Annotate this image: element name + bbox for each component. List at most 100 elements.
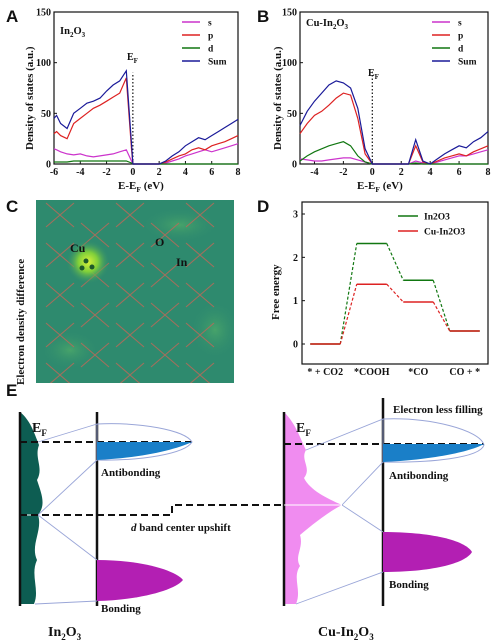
panel-b: B -4 -2 0 2 4 6 8 0 50 100 150 Cu-In2O3 EF Density…: [257, 7, 491, 194]
legend-label: Sum: [458, 58, 477, 68]
x-tick-label: 8: [236, 167, 241, 178]
x-tick-label: 2: [399, 167, 404, 178]
electron-less-label: Electron less filling: [393, 404, 483, 416]
y-tick-label: 150: [282, 8, 297, 19]
y-tick-label: 2: [293, 253, 298, 264]
ylabel-c: Electron density difference: [15, 259, 27, 385]
ef-label-b: EF: [368, 68, 379, 81]
ylabel-d: Free energy: [270, 264, 282, 320]
legend-label: s: [208, 19, 212, 29]
atom-label-o: O: [155, 235, 164, 249]
y-tick-label: 150: [36, 8, 51, 19]
x-tick-label: 8: [486, 167, 491, 178]
atom-label-cu: Cu: [70, 241, 86, 255]
ef-label-e-right: EF: [296, 421, 311, 438]
panel-a: A -6 -4 -2 0 2 4 6 8 0 50 100 150 In2O3 EF Density …: [6, 7, 241, 194]
panel-e: E EF Antibonding Bonding In2O3 d band ce…: [6, 381, 485, 641]
x-tick-label: -2: [339, 167, 347, 178]
legend-label: Cu-In2O3: [424, 228, 465, 238]
dos-left-teal: [20, 412, 43, 604]
energy-connector: [339, 284, 358, 345]
legend-label: In2O3: [424, 213, 450, 223]
y-tick-label: 100: [36, 58, 51, 69]
xlabel-b: E-EF (eV): [357, 180, 403, 194]
legend-a: spd Sum: [182, 19, 227, 68]
ef-label-a: EF: [127, 52, 138, 65]
x-tick-label: 4: [428, 167, 433, 178]
y-tick-label: 50: [41, 109, 51, 120]
x-tick-label: 2: [157, 167, 162, 178]
plot-frame-d: [301, 201, 489, 365]
atom-label-in: In: [176, 255, 188, 269]
legend-label: d: [208, 45, 214, 55]
y-tick-label: 0: [292, 160, 297, 171]
panel-letter-b: B: [257, 7, 269, 26]
antibonding-label-right: Antibonding: [389, 470, 449, 482]
x-tick-label: 6: [457, 167, 462, 178]
legend-b: spd Sum: [432, 19, 477, 68]
legend-label: p: [208, 32, 213, 42]
bonding-label-left: Bonding: [101, 603, 141, 615]
legend-label: s: [458, 19, 462, 29]
energy-connector: [339, 243, 358, 345]
x-tick-label: 0: [130, 167, 135, 178]
x-tick-label: -2: [102, 167, 110, 178]
energy-connector: [386, 283, 404, 303]
plot-area-b: -4 -2 0 2 4 6 8 0 50 100 150: [282, 8, 491, 179]
bonding-fill-right: [383, 532, 472, 572]
series-line-sum: [53, 68, 239, 165]
antibonding-fill-left: [97, 442, 192, 460]
y-tick-label: 1: [293, 296, 298, 307]
bonding-label-right: Bonding: [389, 579, 429, 591]
bonding-fill-left: [97, 560, 183, 601]
title-a: In2O3: [60, 26, 86, 39]
series-line-d: [299, 141, 488, 165]
legend-label: p: [458, 32, 463, 42]
x-tick-label: -4: [76, 167, 84, 178]
y-tick-label: 50: [287, 109, 297, 120]
x-tick-label: *COOH: [354, 367, 390, 378]
energy-connector: [386, 243, 404, 281]
x-tick-label: 0: [370, 167, 375, 178]
panel-letter-d: D: [257, 197, 269, 216]
x-tick-label: 4: [183, 167, 188, 178]
legend-label: d: [458, 45, 464, 55]
dband-shift-line: [20, 504, 340, 516]
x-tick-label: -4: [310, 167, 318, 178]
ylabel-a: Density of states (a.u.): [24, 46, 36, 150]
material-label-left: In2O3: [48, 625, 82, 641]
antibonding-outline-right: [382, 418, 485, 463]
density-map-overlay: [40, 202, 234, 383]
y-tick-label: 100: [282, 58, 297, 69]
xlabel-a: E-EF (eV): [118, 180, 164, 194]
series-line-sum: [299, 80, 489, 165]
panel-letter-c: C: [6, 197, 18, 216]
panel-letter-e: E: [6, 381, 17, 400]
legend-label: Sum: [208, 58, 227, 68]
series-line-p: [299, 92, 489, 165]
antibonding-fill-right: [383, 444, 484, 462]
ef-label-e-left: EF: [32, 421, 47, 438]
series-line-s: [299, 149, 489, 165]
plot-area-a: -6 -4 -2 0 2 4 6 8 0 50 100 150: [36, 8, 241, 179]
antibonding-outline-left: [96, 423, 193, 461]
y-tick-label: 0: [46, 160, 51, 171]
plot-area-d: 0 1 2 3 * + CO2 *COOH *CO CO + *: [293, 210, 480, 379]
ylabel-b: Density of states (a.u.): [272, 46, 284, 150]
y-tick-label: 0: [293, 340, 298, 351]
dos-right-pink: [284, 412, 342, 604]
panel-c: C Electron density difference C: [6, 197, 234, 385]
y-tick-label: 3: [293, 210, 298, 221]
energy-connector: [432, 301, 451, 332]
antibonding-label-left: Antibonding: [101, 467, 161, 479]
x-tick-label: * + CO2: [307, 367, 343, 378]
panel-letter-a: A: [6, 7, 18, 26]
dband-label: d band center upshift: [131, 522, 231, 534]
x-tick-label: -6: [50, 167, 58, 178]
energy-connector: [432, 280, 451, 332]
x-tick-label: CO + *: [449, 367, 480, 378]
title-b: Cu-In2O3: [306, 18, 349, 31]
x-tick-label: 6: [209, 167, 214, 178]
